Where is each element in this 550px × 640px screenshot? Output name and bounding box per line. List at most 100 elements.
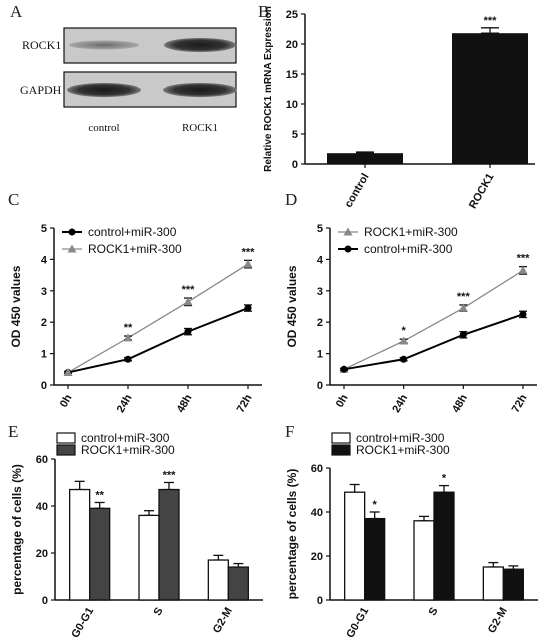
blot-row-label-gapdh: GAPDH (20, 83, 62, 97)
bar (227, 566, 249, 601)
bar (327, 153, 403, 164)
significance-mark: *** (484, 15, 498, 27)
y-tick-label: 0 (317, 380, 323, 392)
y-tick-label: 1 (317, 349, 323, 361)
panel-label-c: C (8, 190, 19, 209)
bar (482, 566, 504, 601)
data-point (459, 331, 467, 339)
data-point (519, 310, 527, 318)
y-tick-label: 60 (36, 454, 48, 466)
legend-label: ROCK1+miR-300 (356, 443, 450, 457)
legend-label: control+miR-300 (81, 431, 170, 445)
y-tick-label: 2 (317, 317, 323, 329)
y-tick-label: 60 (311, 463, 323, 475)
y-tick-label: 0 (42, 595, 48, 607)
bar (138, 514, 160, 601)
y-axis-title: OD 450 values (9, 265, 23, 347)
data-point (244, 304, 252, 312)
y-tick-label: 0 (41, 380, 47, 392)
x-tick-label: S (152, 606, 166, 618)
x-tick-label: 72h (510, 392, 530, 415)
significance-mark: *** (163, 470, 177, 482)
data-point (243, 259, 253, 268)
significance-mark: * (373, 499, 378, 511)
y-tick-label: 15 (286, 69, 298, 81)
bar (502, 568, 524, 601)
x-tick-label: 24h (390, 392, 410, 415)
chart-e-cell-cycle: 0 20 40 60 percentage of cells (%) ** G0-G1 ***… (10, 431, 263, 640)
series-line (67, 263, 249, 374)
legend-marker (343, 227, 353, 236)
data-point (518, 265, 528, 274)
panel-label-f: F (285, 422, 294, 441)
x-tick-label: 24h (115, 392, 135, 415)
y-tick-label: 10 (286, 99, 298, 111)
y-tick-label: 40 (36, 501, 48, 513)
blot-lane-label-rock1: ROCK1 (182, 122, 218, 134)
y-tick-label: 4 (41, 254, 48, 266)
y-tick-label: 5 (292, 129, 298, 141)
blot-band-rock1-rock1 (164, 38, 236, 52)
legend-swatch (331, 432, 351, 444)
y-tick-label: 5 (41, 223, 47, 235)
legend-label: ROCK1+miR-300 (364, 225, 458, 239)
chart-b-rock1-mrna: 0 5 10 15 20 25 Relative ROCK1 mRNA Expression… (263, 6, 535, 211)
panel-label-a: A (10, 2, 23, 21)
x-tick-label: 48h (450, 392, 470, 415)
y-tick-label: 3 (317, 286, 323, 298)
x-tick-label: 0h (334, 392, 351, 409)
significance-mark: ** (95, 489, 104, 501)
y-tick-label: 0 (317, 595, 323, 607)
y-tick-label: 25 (286, 9, 298, 21)
y-axis-title: percentage of cells (%) (10, 464, 24, 595)
bar (452, 33, 528, 165)
x-tick-label: control (343, 172, 372, 210)
data-point (124, 355, 132, 363)
y-tick-label: 20 (311, 551, 323, 563)
legend-label: ROCK1+miR-300 (81, 443, 175, 457)
y-tick-label: 20 (36, 548, 48, 560)
y-tick-label: 3 (41, 286, 47, 298)
x-tick-label: ROCK1 (467, 172, 497, 211)
bar (89, 507, 111, 601)
x-tick-label: G0-G1 (69, 606, 96, 640)
panel-label-b: B (258, 2, 269, 21)
y-tick-label: 40 (311, 507, 323, 519)
series-line (343, 313, 524, 371)
data-point (184, 328, 192, 336)
data-point (458, 303, 468, 312)
blot-row-label-rock1: ROCK1 (22, 38, 61, 52)
bar (413, 520, 435, 601)
y-axis-title: Relative ROCK1 mRNA Expression (263, 6, 274, 172)
significance-mark: *** (517, 253, 531, 265)
y-axis-title: percentage of cells (%) (285, 469, 299, 600)
legend-marker (344, 245, 352, 253)
x-tick-label: G2-M (486, 606, 510, 636)
significance-mark: ** (124, 322, 133, 334)
x-tick-label: S (427, 606, 441, 618)
legend-label: ROCK1+miR-300 (88, 242, 182, 256)
legend-label: control+miR-300 (88, 225, 177, 239)
legend-swatch (56, 432, 76, 444)
data-point (340, 365, 348, 373)
panel-label-d: D (285, 190, 297, 209)
y-tick-label: 0 (292, 159, 298, 171)
data-point (399, 336, 409, 345)
blot-band-rock1-control (69, 40, 139, 50)
chart-f-cell-cycle: 0 20 40 60 percentage of cells (%) * G0-G1 * S G2… (285, 431, 538, 640)
legend-marker (68, 228, 76, 236)
data-point (183, 297, 193, 306)
significance-mark: *** (242, 246, 256, 258)
x-tick-label: G2-M (211, 606, 235, 636)
legend-swatch (56, 444, 76, 456)
legend-label: control+miR-300 (356, 431, 445, 445)
y-tick-label: 4 (317, 254, 324, 266)
blot-band-gapdh-control (67, 83, 141, 97)
bar (344, 491, 366, 601)
blot-band-gapdh-rock1 (163, 83, 237, 97)
legend-swatch (331, 444, 351, 456)
series-line (67, 307, 249, 374)
bar (207, 559, 229, 601)
